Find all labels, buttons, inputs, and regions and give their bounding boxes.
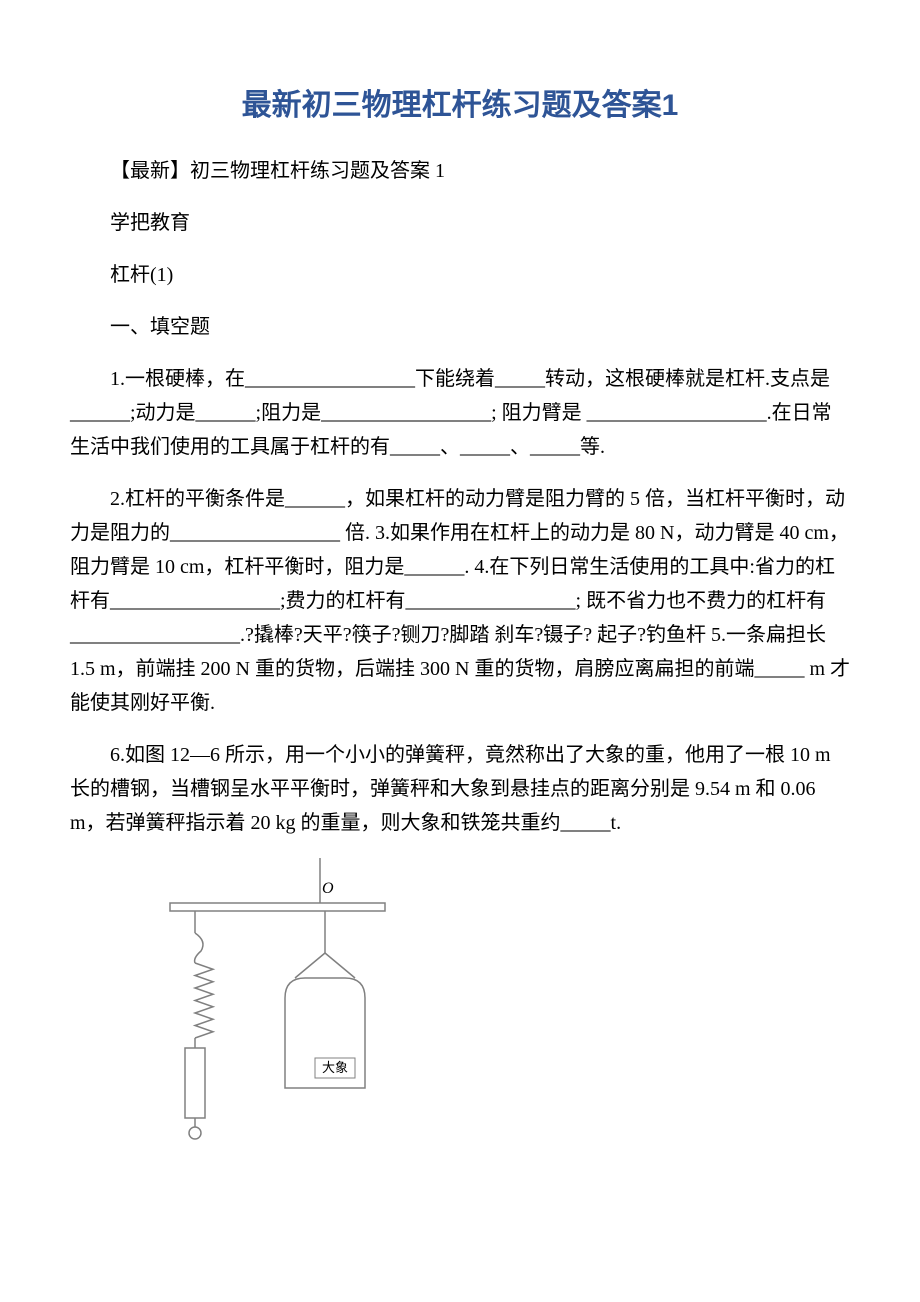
topic-text: 杠杆(1) — [70, 258, 850, 292]
question-1: 1.一根硬棒，在_________________下能绕着_____转动，这根硬… — [70, 362, 850, 464]
scale-bottom-circle — [189, 1127, 201, 1139]
lever-diagram: O 大象 — [160, 858, 390, 1148]
elephant-label: 大象 — [322, 1060, 348, 1075]
source-text: 学把教育 — [70, 206, 850, 240]
subtitle-text: 【最新】初三物理杠杆练习题及答案 1 — [70, 154, 850, 188]
question-6: 6.如图 12—6 所示，用一个小小的弹簧秤，竟然称出了大象的重，他用了一根 1… — [70, 738, 850, 840]
question-2-5: 2.杠杆的平衡条件是______，如果杠杆的动力臂是阻力臂的 5 倍，当杠杆平衡… — [70, 482, 850, 720]
lever-diagram-container: O 大象 — [160, 858, 850, 1153]
pivot-label: O — [322, 880, 334, 897]
scale-body — [185, 1048, 205, 1118]
cage-hanger — [295, 953, 355, 978]
beam — [170, 903, 385, 911]
section-header: 一、填空题 — [70, 310, 850, 344]
page-title: 最新初三物理杠杆练习题及答案1 — [70, 80, 850, 124]
spring-hook — [195, 933, 203, 963]
spring-coils — [195, 963, 213, 1038]
